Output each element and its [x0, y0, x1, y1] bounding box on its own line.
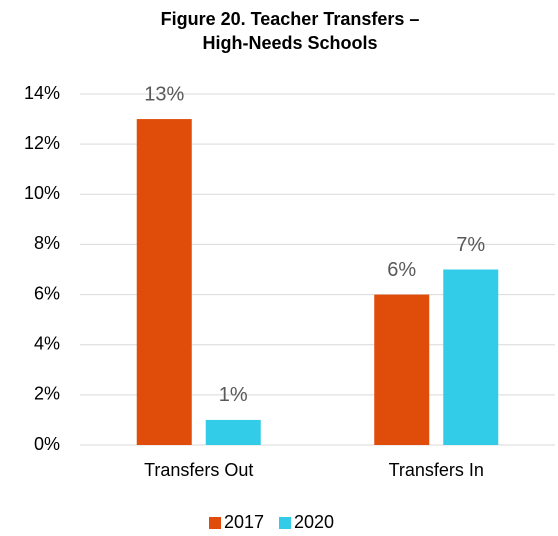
y-tick-label: 12% [24, 133, 60, 153]
y-tick-label: 14% [24, 83, 60, 103]
value-label: 6% [387, 259, 416, 281]
legend-swatch [209, 517, 221, 529]
x-tick-label: Transfers In [389, 460, 484, 480]
legend-label: 2020 [294, 512, 334, 532]
y-tick-label: 8% [34, 233, 60, 253]
y-tick-label: 4% [34, 333, 60, 353]
x-tick-label: Transfers Out [144, 460, 253, 480]
chart-title: High-Needs Schools [202, 33, 377, 53]
legend-swatch [279, 517, 291, 529]
value-label: 1% [219, 384, 248, 406]
bar [443, 269, 499, 445]
bar [136, 119, 192, 446]
y-tick-label: 2% [34, 384, 60, 404]
y-tick-label: 6% [34, 283, 60, 303]
value-label: 7% [456, 234, 485, 256]
bar [374, 294, 430, 445]
value-label: 13% [144, 83, 184, 105]
y-tick-label: 10% [24, 183, 60, 203]
chart-title: Figure 20. Teacher Transfers – [161, 9, 420, 29]
bar [205, 419, 261, 445]
legend-label: 2017 [224, 512, 264, 532]
y-tick-label: 0% [34, 434, 60, 454]
